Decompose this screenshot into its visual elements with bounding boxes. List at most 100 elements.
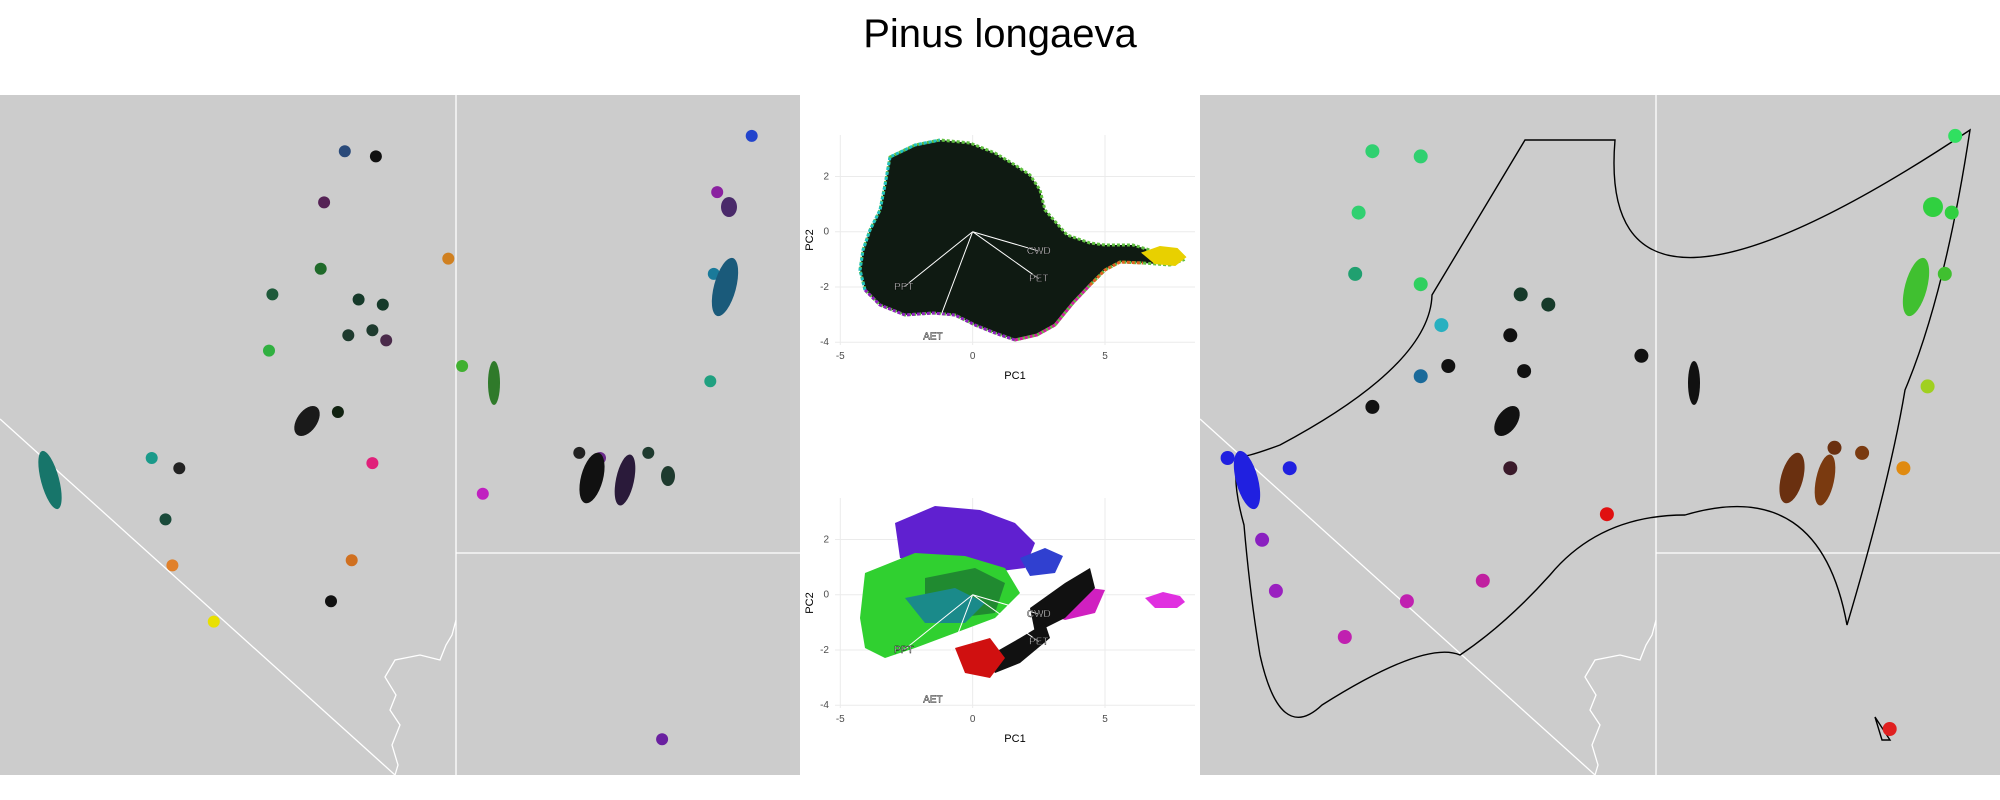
cluster-blob [711,257,739,317]
loading-vector [972,231,1039,252]
y-tick-label: -2 [820,282,829,293]
occurrence-point [1517,364,1532,379]
vector-label: PET [1029,274,1048,285]
colorado-river-border [1584,619,1657,775]
y-tick-label: 0 [823,590,829,601]
state-borders [0,95,800,775]
vector-label: AET [923,332,942,343]
cluster-blob [1902,257,1930,317]
left-map [0,95,800,775]
vector-label: PPT [894,282,913,293]
loading-vectors: CWD PPT PET AET [894,231,1051,343]
occurrence-point [352,293,365,306]
occurrence-point [1337,630,1352,644]
occurrence-point [166,559,179,572]
occurrence-point [1351,205,1366,220]
x-tick-label: -5 [836,714,845,725]
y-tick-label: 0 [823,227,829,238]
x-tick-label: -5 [836,351,845,362]
x-axis-label: PC1 [1004,733,1025,745]
y-tick-label: -4 [820,337,829,348]
cluster-blob [38,450,62,510]
occurrence-point [1937,266,1952,281]
occurrence-point [380,334,393,347]
vector-label: CWD [1027,609,1051,620]
occurrence-point [1282,461,1297,476]
colorado-river-border [384,619,457,775]
pca-top-plot: CWD PPT PET AET -5 0 5 -4 -2 0 2 PC1 PC2 [805,135,1195,382]
point-cloud-edge-yellow [1141,245,1187,267]
occurrence-point [369,150,382,163]
vector-label: PET [1029,637,1048,648]
occurrence-point [704,375,717,388]
cluster-blob [294,405,320,437]
california-nevada-border [0,418,396,775]
california-nevada-border [1200,418,1596,775]
cluster-blue [1020,548,1063,576]
loading-vector [972,231,1040,280]
occurrence-point [331,406,344,418]
occurrence-point [173,462,186,475]
occurrence-point [745,129,758,142]
occurrence-point [1475,573,1490,588]
map-background [1200,95,2000,775]
cluster-blob [579,452,605,504]
map-background [0,95,800,775]
y-tick-label: -2 [820,645,829,656]
y-tick-label: -4 [820,700,829,711]
occurrence-point [318,196,331,209]
cluster-blob [661,466,675,486]
projected-clusters [1233,197,1943,510]
occurrence-point [1255,532,1270,547]
occurrence-point [366,457,379,470]
occurrence-point [207,615,220,628]
x-tick-label: 0 [970,714,976,725]
occurrence-clusters [38,197,739,510]
occurrence-point [1348,266,1363,281]
occurrence-points [145,129,758,746]
point-cloud-edge-purple [863,288,1016,342]
occurrence-point [1503,461,1518,476]
y-tick-label: 2 [823,171,829,182]
x-axis-label: PC1 [1004,370,1025,382]
occurrence-point [366,324,379,337]
cluster-magenta-right [1145,592,1185,608]
pca-bottom-plot: CWD PPT PET AET -5 0 5 -4 -2 0 2 PC1 PC2 [805,498,1195,745]
state-borders [1200,95,2000,775]
vector-label: PPT [894,645,913,656]
occurrence-point [1920,379,1935,394]
occurrence-point [1413,369,1428,384]
occurrence-point [1882,722,1897,736]
occurrence-point [1413,149,1428,164]
occurrence-point [442,252,455,265]
occurrence-point [1365,399,1380,414]
point-cloud-edge-pink [1014,283,1092,342]
occurrence-point [1827,440,1842,455]
cluster-blob [1923,197,1943,217]
projected-points [1220,128,1963,736]
y-axis-label: PC2 [805,592,816,613]
occurrence-point [1541,297,1556,312]
occurrence-point [342,329,355,342]
occurrence-point [1434,318,1449,333]
occurrence-point [1944,205,1959,220]
vector-label: AET [923,695,942,706]
occurrence-point [1220,451,1235,465]
page-title: Pinus longaeva [863,12,1137,56]
hull-path [1235,128,1971,718]
occurrence-point [263,344,275,357]
loading-vector [903,594,973,651]
point-cloud-region [860,140,1183,340]
point-cloud-edge-cyan [858,138,941,291]
hull-tail [1874,716,1892,741]
cluster-blob [1494,405,1520,437]
occurrence-point [573,446,586,459]
cluster-blob [1233,450,1261,510]
cluster-blob [488,361,500,405]
occurrence-point [145,452,158,464]
point-cloud [858,138,1187,342]
occurrence-point [1948,128,1963,143]
y-tick-label: 2 [823,534,829,545]
point-cloud-edge-orange [1088,260,1144,287]
occurrence-point [345,554,358,567]
